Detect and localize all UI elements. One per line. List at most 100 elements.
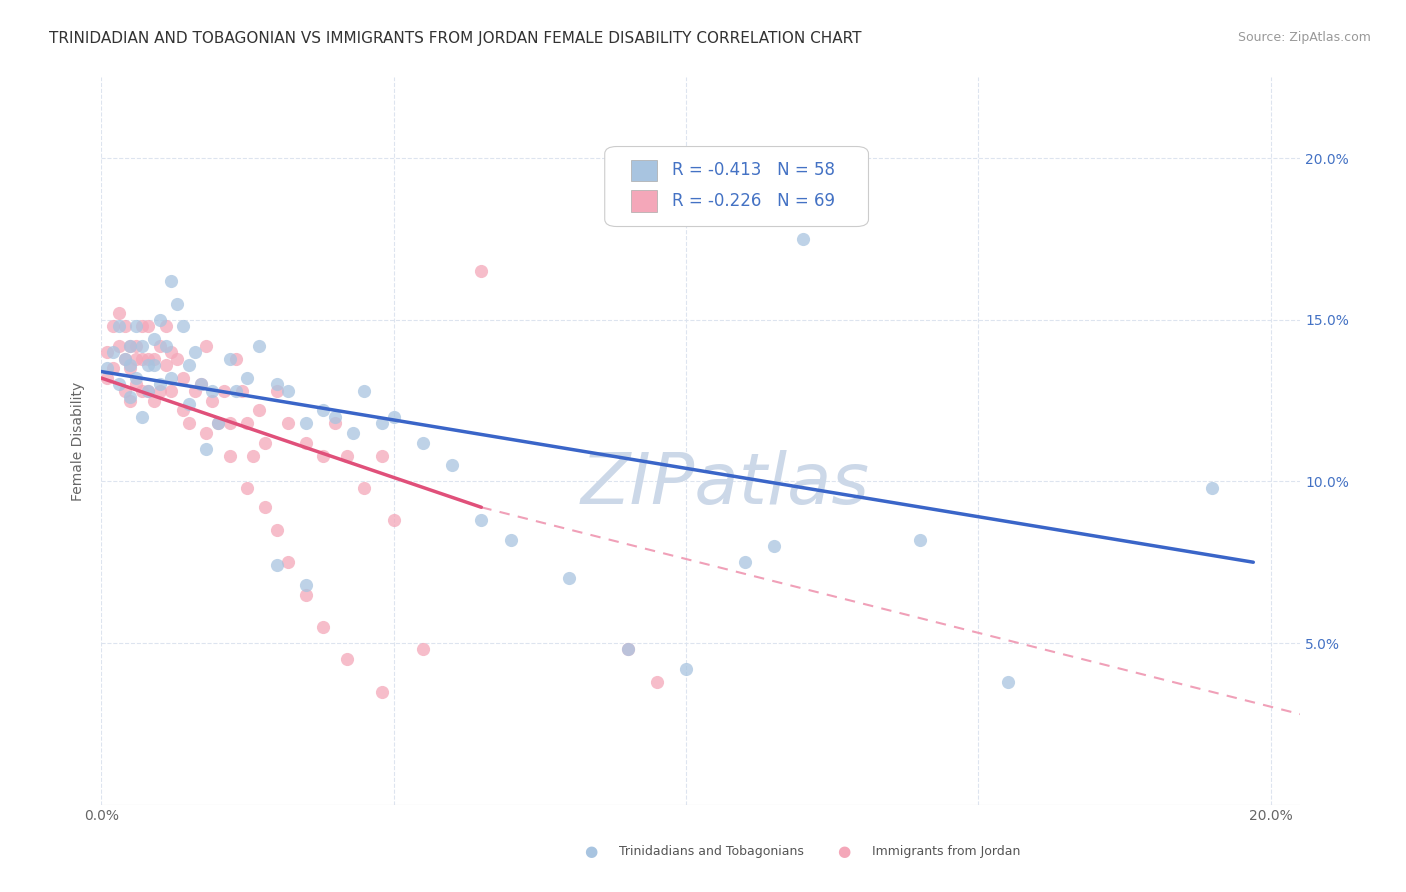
Point <box>247 403 270 417</box>
Point <box>125 377 148 392</box>
Point <box>172 371 194 385</box>
Point <box>908 533 931 547</box>
FancyBboxPatch shape <box>631 190 658 212</box>
Point <box>107 377 129 392</box>
Point <box>184 384 207 398</box>
Y-axis label: Female Disability: Female Disability <box>72 382 86 500</box>
Point <box>382 409 405 424</box>
Point <box>253 500 276 515</box>
Point <box>295 435 318 450</box>
Point <box>131 319 153 334</box>
Point <box>792 232 814 246</box>
Point <box>225 351 247 366</box>
FancyBboxPatch shape <box>605 146 869 227</box>
Point <box>149 377 172 392</box>
Point <box>470 264 492 278</box>
Point <box>312 620 335 634</box>
Point <box>160 274 183 288</box>
Text: ●: ● <box>583 845 598 859</box>
Point <box>136 351 159 366</box>
FancyBboxPatch shape <box>631 160 658 181</box>
Point <box>734 555 756 569</box>
Point <box>142 393 165 408</box>
Point <box>114 319 136 334</box>
Text: Immigrants from Jordan: Immigrants from Jordan <box>872 846 1021 858</box>
Point <box>114 351 136 366</box>
Point <box>195 442 218 456</box>
Point <box>371 684 394 698</box>
Point <box>142 351 165 366</box>
Text: TRINIDADIAN AND TOBAGONIAN VS IMMIGRANTS FROM JORDAN FEMALE DISABILITY CORRELATI: TRINIDADIAN AND TOBAGONIAN VS IMMIGRANTS… <box>49 31 862 46</box>
Point <box>120 361 142 376</box>
Point <box>190 377 212 392</box>
Point <box>295 416 318 430</box>
Point <box>125 351 148 366</box>
Point <box>616 642 638 657</box>
Point <box>312 403 335 417</box>
Point <box>218 351 240 366</box>
Point <box>382 513 405 527</box>
Point <box>441 458 464 473</box>
Point <box>218 449 240 463</box>
Point <box>125 371 148 385</box>
Point <box>353 384 375 398</box>
Point <box>136 384 159 398</box>
Point <box>96 361 118 376</box>
Point <box>266 558 288 573</box>
Point <box>177 416 200 430</box>
Point <box>125 319 148 334</box>
Point <box>412 642 434 657</box>
Point <box>101 345 124 359</box>
Point <box>277 555 299 569</box>
Point <box>149 339 172 353</box>
Point <box>120 339 142 353</box>
Point <box>155 339 177 353</box>
Point <box>107 339 129 353</box>
Point <box>997 674 1019 689</box>
Point <box>371 416 394 430</box>
Point <box>242 449 264 463</box>
Point <box>253 435 276 450</box>
Point <box>136 319 159 334</box>
Point <box>195 425 218 440</box>
Point <box>207 416 229 430</box>
Point <box>277 384 299 398</box>
Point <box>336 652 359 666</box>
Point <box>266 377 288 392</box>
Point <box>762 539 785 553</box>
Point <box>107 319 129 334</box>
Point <box>177 358 200 372</box>
Point <box>295 578 318 592</box>
Point <box>107 306 129 320</box>
Point <box>160 384 183 398</box>
Point <box>201 393 224 408</box>
Text: ZIPatlas: ZIPatlas <box>581 450 869 519</box>
Point <box>142 358 165 372</box>
Point <box>96 371 118 385</box>
Text: R = -0.413   N = 58: R = -0.413 N = 58 <box>672 161 835 178</box>
Point <box>218 416 240 430</box>
Point <box>160 345 183 359</box>
Point <box>470 513 492 527</box>
Point <box>371 449 394 463</box>
Point <box>236 416 259 430</box>
Point <box>201 384 224 398</box>
Point <box>131 339 153 353</box>
Point <box>266 523 288 537</box>
Point <box>675 662 697 676</box>
Point <box>177 397 200 411</box>
Point <box>231 384 253 398</box>
Text: Trinidadians and Tobagonians: Trinidadians and Tobagonians <box>619 846 803 858</box>
Point <box>172 319 194 334</box>
Point <box>131 409 153 424</box>
Point <box>114 384 136 398</box>
Point <box>166 296 188 310</box>
Text: R = -0.226   N = 69: R = -0.226 N = 69 <box>672 192 835 210</box>
Point <box>184 345 207 359</box>
Point <box>190 377 212 392</box>
Point <box>323 416 346 430</box>
Point <box>114 351 136 366</box>
Point <box>277 416 299 430</box>
Point <box>1201 481 1223 495</box>
Point <box>353 481 375 495</box>
